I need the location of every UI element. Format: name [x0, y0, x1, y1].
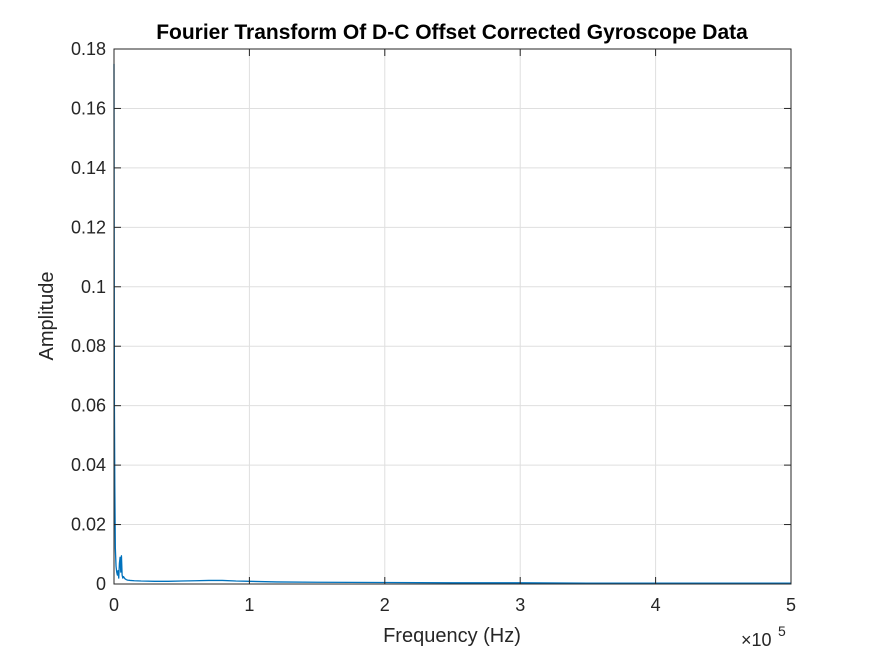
grid: [113, 48, 792, 585]
y-tick-label: 0.12: [71, 217, 106, 237]
ticks-layer: 0 1 2 3 4 5 0 0.02 0.04 0.06 0.08 0.1 0.12 0.14 0.16 0.…: [71, 39, 796, 615]
y-tick-label: 0.16: [71, 98, 106, 118]
chart-title: Fourier Transform Of D-C Offset Correcte…: [156, 21, 748, 44]
x-tick-label: 3: [515, 595, 525, 615]
y-tick-label: 0.14: [71, 158, 106, 178]
y-tick-label: 0.06: [71, 396, 106, 416]
y-tick-label: 0.08: [71, 336, 106, 356]
axes-box: [113, 48, 792, 585]
series-layer: [113, 63, 791, 584]
x-multiplier-exponent: 5: [778, 623, 786, 639]
x-axis-multiplier: ×10 5: [741, 623, 786, 650]
y-tick-label: 0.02: [71, 515, 106, 535]
y-tick-label: 0.18: [71, 39, 106, 59]
x-axis-label: Frequency (Hz): [383, 625, 521, 647]
y-tick-label: 0.1: [81, 277, 106, 297]
x-tick-label: 5: [786, 595, 796, 615]
y-axis-label: Amplitude: [36, 272, 58, 361]
y-tick-label: 0: [96, 574, 106, 594]
x-tick-label: 1: [244, 595, 254, 615]
x-tick-label: 0: [109, 595, 119, 615]
x-multiplier-base: ×10: [741, 630, 772, 650]
plot-area: [114, 49, 791, 584]
x-tick-label: 2: [380, 595, 390, 615]
y-tick-label: 0.04: [71, 455, 106, 475]
series-line: [113, 63, 791, 584]
x-tick-label: 4: [651, 595, 661, 615]
